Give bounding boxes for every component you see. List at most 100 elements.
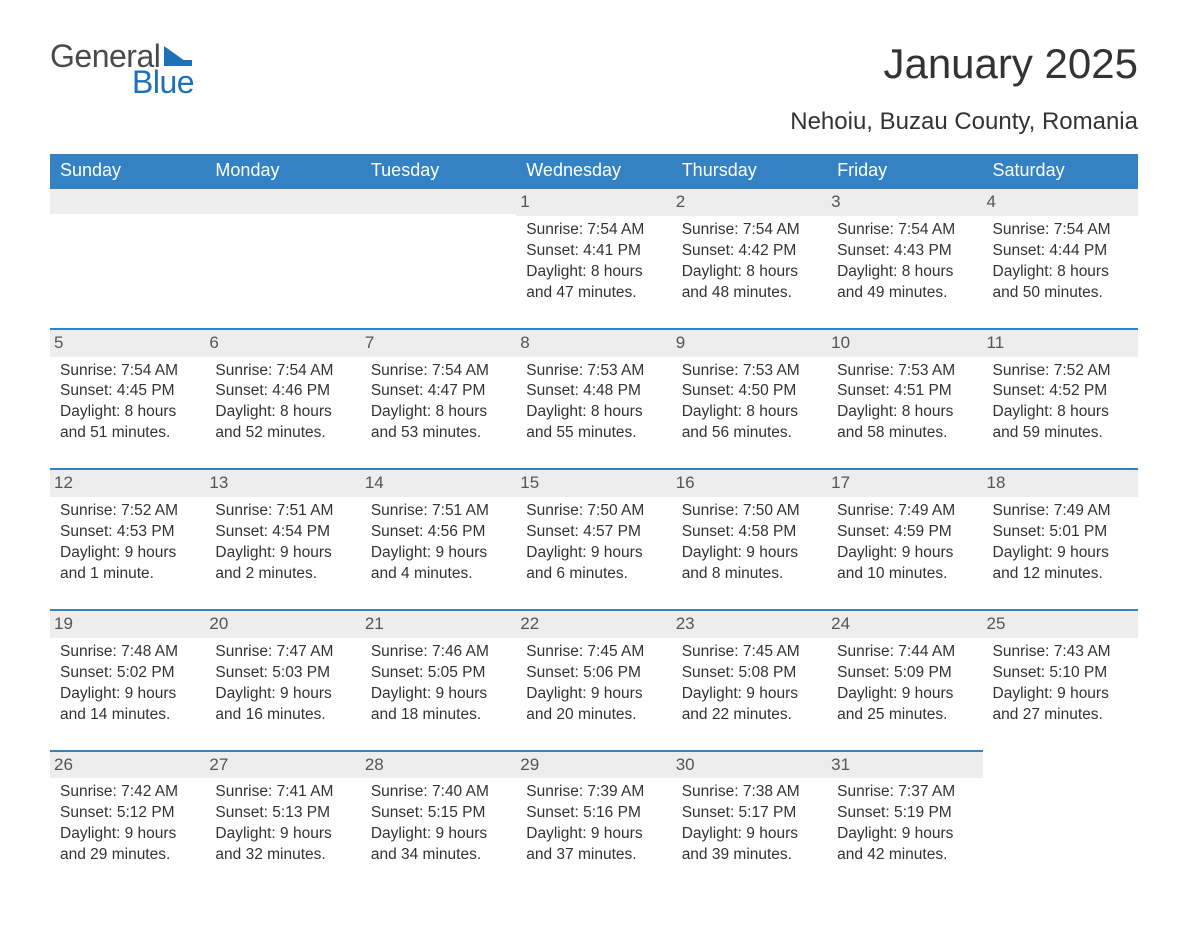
day-header: Wednesday bbox=[516, 154, 671, 188]
day-cell: 7Sunrise: 7:54 AMSunset: 4:47 PMDaylight… bbox=[361, 329, 516, 470]
week-row: 19Sunrise: 7:48 AMSunset: 5:02 PMDayligh… bbox=[50, 610, 1138, 751]
sunrise-text: Sunrise: 7:50 AM bbox=[682, 501, 817, 522]
sunset-text: Sunset: 5:15 PM bbox=[371, 803, 506, 824]
sunset-text: Sunset: 5:19 PM bbox=[837, 803, 972, 824]
day-cell: 5Sunrise: 7:54 AMSunset: 4:45 PMDaylight… bbox=[50, 329, 205, 470]
day-cell: 25Sunrise: 7:43 AMSunset: 5:10 PMDayligh… bbox=[983, 610, 1138, 751]
daylight-text: Daylight: 9 hours and 25 minutes. bbox=[837, 684, 972, 726]
day-num-empty bbox=[205, 189, 360, 214]
daylight-text: Daylight: 8 hours and 52 minutes. bbox=[215, 402, 350, 444]
day-number: 6 bbox=[205, 330, 360, 357]
daylight-text: Daylight: 9 hours and 29 minutes. bbox=[60, 824, 195, 866]
day-number: 11 bbox=[983, 330, 1138, 357]
day-number: 16 bbox=[672, 470, 827, 497]
sunset-text: Sunset: 4:45 PM bbox=[60, 381, 195, 402]
daylight-text: Daylight: 9 hours and 10 minutes. bbox=[837, 543, 972, 585]
daylight-text: Daylight: 8 hours and 51 minutes. bbox=[60, 402, 195, 444]
sunset-text: Sunset: 4:57 PM bbox=[526, 522, 661, 543]
day-number: 4 bbox=[983, 189, 1138, 216]
daylight-text: Daylight: 9 hours and 4 minutes. bbox=[371, 543, 506, 585]
day-header: Saturday bbox=[983, 154, 1138, 188]
sunset-text: Sunset: 4:46 PM bbox=[215, 381, 350, 402]
day-header: Monday bbox=[205, 154, 360, 188]
daylight-text: Daylight: 8 hours and 47 minutes. bbox=[526, 262, 661, 304]
logo-flag-icon bbox=[164, 46, 192, 66]
day-number: 7 bbox=[361, 330, 516, 357]
day-cell bbox=[361, 188, 516, 329]
sunrise-text: Sunrise: 7:54 AM bbox=[682, 220, 817, 241]
daylight-text: Daylight: 8 hours and 55 minutes. bbox=[526, 402, 661, 444]
sunrise-text: Sunrise: 7:43 AM bbox=[993, 642, 1128, 663]
sunset-text: Sunset: 4:47 PM bbox=[371, 381, 506, 402]
day-cell: 12Sunrise: 7:52 AMSunset: 4:53 PMDayligh… bbox=[50, 469, 205, 610]
day-number: 9 bbox=[672, 330, 827, 357]
sunrise-text: Sunrise: 7:37 AM bbox=[837, 782, 972, 803]
week-row: 5Sunrise: 7:54 AMSunset: 4:45 PMDaylight… bbox=[50, 329, 1138, 470]
week-row: 1Sunrise: 7:54 AMSunset: 4:41 PMDaylight… bbox=[50, 188, 1138, 329]
day-number: 17 bbox=[827, 470, 982, 497]
sunset-text: Sunset: 5:08 PM bbox=[682, 663, 817, 684]
daylight-text: Daylight: 9 hours and 14 minutes. bbox=[60, 684, 195, 726]
day-cell: 16Sunrise: 7:50 AMSunset: 4:58 PMDayligh… bbox=[672, 469, 827, 610]
sunset-text: Sunset: 4:48 PM bbox=[526, 381, 661, 402]
sunrise-text: Sunrise: 7:53 AM bbox=[526, 361, 661, 382]
day-cell: 19Sunrise: 7:48 AMSunset: 5:02 PMDayligh… bbox=[50, 610, 205, 751]
logo: General Blue bbox=[50, 40, 194, 98]
sunset-text: Sunset: 4:52 PM bbox=[993, 381, 1128, 402]
day-cell: 2Sunrise: 7:54 AMSunset: 4:42 PMDaylight… bbox=[672, 188, 827, 329]
day-number: 29 bbox=[516, 752, 671, 779]
day-number: 22 bbox=[516, 611, 671, 638]
day-cell: 11Sunrise: 7:52 AMSunset: 4:52 PMDayligh… bbox=[983, 329, 1138, 470]
daylight-text: Daylight: 8 hours and 56 minutes. bbox=[682, 402, 817, 444]
daylight-text: Daylight: 8 hours and 58 minutes. bbox=[837, 402, 972, 444]
sunset-text: Sunset: 5:06 PM bbox=[526, 663, 661, 684]
day-header: Thursday bbox=[672, 154, 827, 188]
day-number: 23 bbox=[672, 611, 827, 638]
sunset-text: Sunset: 5:10 PM bbox=[993, 663, 1128, 684]
daylight-text: Daylight: 9 hours and 1 minute. bbox=[60, 543, 195, 585]
sunset-text: Sunset: 5:13 PM bbox=[215, 803, 350, 824]
sunrise-text: Sunrise: 7:54 AM bbox=[60, 361, 195, 382]
day-number: 15 bbox=[516, 470, 671, 497]
sunset-text: Sunset: 4:50 PM bbox=[682, 381, 817, 402]
daylight-text: Daylight: 9 hours and 20 minutes. bbox=[526, 684, 661, 726]
day-number: 30 bbox=[672, 752, 827, 779]
daylight-text: Daylight: 8 hours and 48 minutes. bbox=[682, 262, 817, 304]
sunrise-text: Sunrise: 7:40 AM bbox=[371, 782, 506, 803]
day-cell bbox=[983, 751, 1138, 891]
sunset-text: Sunset: 4:53 PM bbox=[60, 522, 195, 543]
sunrise-text: Sunrise: 7:45 AM bbox=[682, 642, 817, 663]
day-cell: 23Sunrise: 7:45 AMSunset: 5:08 PMDayligh… bbox=[672, 610, 827, 751]
sunrise-text: Sunrise: 7:51 AM bbox=[215, 501, 350, 522]
day-number: 14 bbox=[361, 470, 516, 497]
sunrise-text: Sunrise: 7:47 AM bbox=[215, 642, 350, 663]
sunrise-text: Sunrise: 7:45 AM bbox=[526, 642, 661, 663]
day-number: 19 bbox=[50, 611, 205, 638]
sunset-text: Sunset: 4:51 PM bbox=[837, 381, 972, 402]
week-row: 12Sunrise: 7:52 AMSunset: 4:53 PMDayligh… bbox=[50, 469, 1138, 610]
sunset-text: Sunset: 5:16 PM bbox=[526, 803, 661, 824]
day-number: 31 bbox=[827, 752, 982, 779]
sunset-text: Sunset: 4:41 PM bbox=[526, 241, 661, 262]
calendar-table: Sunday Monday Tuesday Wednesday Thursday… bbox=[50, 154, 1138, 890]
day-number: 2 bbox=[672, 189, 827, 216]
page-title: January 2025 bbox=[883, 40, 1138, 88]
sunrise-text: Sunrise: 7:44 AM bbox=[837, 642, 972, 663]
daylight-text: Daylight: 9 hours and 12 minutes. bbox=[993, 543, 1128, 585]
location-subtitle: Nehoiu, Buzau County, Romania bbox=[50, 108, 1138, 136]
sunrise-text: Sunrise: 7:50 AM bbox=[526, 501, 661, 522]
day-cell bbox=[50, 188, 205, 329]
day-cell bbox=[205, 188, 360, 329]
day-number: 21 bbox=[361, 611, 516, 638]
sunrise-text: Sunrise: 7:51 AM bbox=[371, 501, 506, 522]
daylight-text: Daylight: 8 hours and 59 minutes. bbox=[993, 402, 1128, 444]
day-cell: 31Sunrise: 7:37 AMSunset: 5:19 PMDayligh… bbox=[827, 751, 982, 891]
day-number: 18 bbox=[983, 470, 1138, 497]
day-cell: 14Sunrise: 7:51 AMSunset: 4:56 PMDayligh… bbox=[361, 469, 516, 610]
sunset-text: Sunset: 5:05 PM bbox=[371, 663, 506, 684]
daylight-text: Daylight: 9 hours and 34 minutes. bbox=[371, 824, 506, 866]
sunset-text: Sunset: 5:02 PM bbox=[60, 663, 195, 684]
day-cell: 1Sunrise: 7:54 AMSunset: 4:41 PMDaylight… bbox=[516, 188, 671, 329]
daylight-text: Daylight: 9 hours and 37 minutes. bbox=[526, 824, 661, 866]
daylight-text: Daylight: 9 hours and 27 minutes. bbox=[993, 684, 1128, 726]
